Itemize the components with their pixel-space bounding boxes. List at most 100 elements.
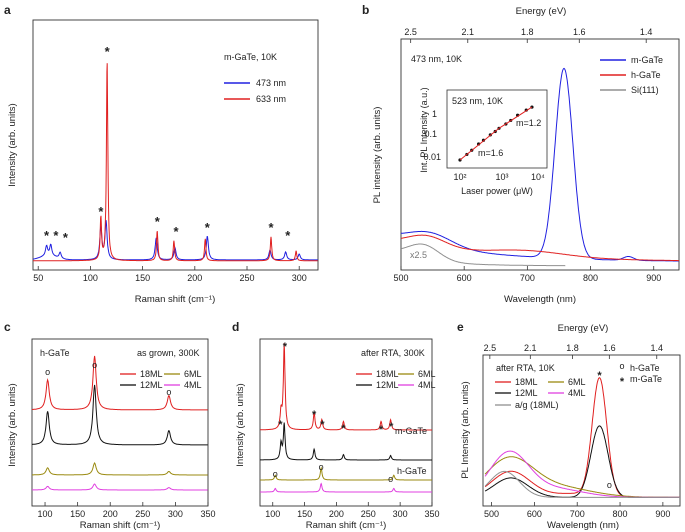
panel-b-xticks: 500 600 700 800 900 (393, 266, 661, 283)
panel-b-inset-fit-high: m=1.2 (516, 118, 541, 128)
series-c-18ML (32, 355, 208, 411)
panel-a-title: m-GaTe, 10K (224, 52, 277, 62)
h-gate-peak-circle: o (607, 480, 612, 490)
panel-a-xtick-label-100: 100 (83, 273, 98, 283)
peak-star-182: * (173, 224, 179, 239)
panel-e-title: after RTA, 10K (496, 363, 555, 373)
panel-d-xticks: 100 150 200 250 300 350 (265, 502, 440, 519)
peak-star-164: * (155, 214, 161, 229)
panel-e-xtick-label-700: 700 (570, 509, 585, 519)
series-d-6ML (260, 466, 432, 481)
m-gate-peak-star-0: * (278, 419, 283, 431)
panel-b-legend-hgate: h-GaTe (631, 70, 661, 80)
m-gate-peak-star: * (597, 370, 602, 382)
panel-e-top-ticks: 2.5 2.1 1.8 1.6 1.4 (484, 343, 663, 359)
panel-d-curve-label-mgate: m-GaTe (395, 426, 427, 436)
panel-e-toptick-label-1.4: 1.4 (650, 343, 663, 353)
panel-a-peak-stars: * * ***** * ** (44, 44, 291, 245)
peak-star-116: * (105, 44, 111, 59)
panel-e-legend-star-marker: * (620, 376, 625, 388)
panel-d-xlabel: Raman shift (cm⁻¹) (306, 520, 387, 531)
legend-label-c-6ML: 6ML (184, 369, 202, 379)
series-d-18ML (260, 343, 432, 431)
panel-c-sample: h-GaTe (40, 348, 70, 358)
legend-label-e-4: a/g (18ML) (515, 400, 559, 410)
panel-b-inset-xtick-1e4: 10⁴ (531, 172, 545, 182)
peak-star-273: * (268, 220, 274, 235)
panel-c-peak-markers: o o o (45, 360, 171, 397)
inset-fit-m1p6 (459, 127, 500, 161)
panel-b-legend-si: Si(111) (631, 85, 659, 95)
panel-a-xlabel: Raman shift (cm⁻¹) (135, 294, 216, 305)
series-e-4ML (484, 450, 680, 498)
legend-label-d-4ML: 4ML (418, 380, 436, 390)
panel-c-xtick-label-100: 100 (38, 509, 53, 519)
panel-b-ylabel: PL intensity (arb. units) (372, 107, 383, 204)
panel-b-xtick-label-900: 900 (646, 273, 661, 283)
panel-d-title: after RTA, 300K (361, 348, 425, 358)
panel-b-toptick-label-2.5: 2.5 (404, 27, 417, 37)
series-e-12ML (484, 425, 680, 498)
panel-c-frame (31, 338, 209, 507)
panel-a-xtick-label-150: 150 (135, 273, 150, 283)
peak-star-58: * (44, 228, 50, 243)
panel-a-xticks: 50 100 150 200 250 300 (33, 266, 307, 283)
panel-b-inset-xtick-1e2: 10² (453, 172, 466, 182)
panel-c-curves (32, 355, 208, 491)
panel-a-xtick-label-250: 250 (239, 273, 254, 283)
panel-c-title: as grown, 300K (137, 348, 200, 358)
panel-a-xtick-label-300: 300 (292, 273, 307, 283)
panel-d-curve-label-hgate: h-GaTe (397, 466, 427, 476)
panel-b-legend-mgate: m-GaTe (631, 55, 663, 65)
panel-b-inset-ytick-0p01: 0.01 (423, 152, 441, 162)
peak-star-212: * (205, 220, 211, 235)
panel-c-xtick-label-300: 300 (168, 509, 183, 519)
panel-b-inset-ytick-0p1: 0.1 (424, 129, 437, 139)
panel-c-xtick-label-150: 150 (70, 509, 85, 519)
series-m-gate (400, 67, 679, 262)
m-gate-peak-star-6: * (389, 421, 394, 433)
panel-b-scale-note: x2.5 (410, 250, 427, 260)
panel-e-legend-hgate: h-GaTe (630, 363, 660, 373)
panel-e-xticks: 500 600 700 800 900 (484, 502, 670, 519)
m-gate-peak-star-5: * (379, 424, 384, 436)
panel-b-inset-ytick-1: 1 (432, 109, 437, 119)
panel-e-label: e (457, 320, 464, 334)
panel-a-label: a (4, 3, 11, 17)
panel-b-inset-xtick-1e3: 10³ (495, 172, 508, 182)
m-gate-peak-star-4: * (341, 423, 346, 435)
panel-b-toptick-label-1.8: 1.8 (521, 27, 534, 37)
legend-label-e-3: 4ML (568, 388, 586, 398)
panel-c-xtick-label-250: 250 (135, 509, 150, 519)
legend-label-e-0: 18ML (515, 377, 538, 387)
panel-e-xtick-label-900: 900 (655, 509, 670, 519)
panel-a-xtick-label-50: 50 (33, 273, 43, 283)
panel-b-toptick-label-1.6: 1.6 (573, 27, 586, 37)
panel-a-xtick-label-200: 200 (187, 273, 202, 283)
legend-label-e-2: 6ML (568, 377, 586, 387)
series-e-a/g (18ML) (484, 470, 680, 498)
panel-d-xtick-label-200: 200 (329, 509, 344, 519)
panel-e-curves (484, 377, 680, 498)
m-gate-peak-star-2: * (312, 409, 317, 421)
series-c-6ML (32, 462, 208, 476)
panel-a-legend-633: 633 nm (256, 94, 286, 104)
m-gate-peak-star-3: * (320, 419, 325, 431)
panel-b-inset-plot (458, 105, 534, 162)
panel-d-ylabel: Intensity (arb. units) (235, 383, 246, 466)
h-gate-peak-circle-0: o (45, 367, 50, 377)
series-d-12ML (260, 422, 432, 461)
panel-c-ylabel: Intensity (arb. units) (7, 383, 18, 466)
legend-label-c-4ML: 4ML (184, 380, 202, 390)
series-d-4ML (260, 482, 432, 493)
panel-b-xtick-label-700: 700 (520, 273, 535, 283)
panel-e-toptick-label-2.5: 2.5 (484, 343, 497, 353)
h-gate-peak-circle-0: o (273, 469, 278, 479)
legend-label-c-12ML: 12ML (140, 380, 163, 390)
series-633nm (33, 63, 318, 262)
panel-b-xtick-label-800: 800 (583, 273, 598, 283)
panel-b-xlabel: Wavelength (nm) (504, 294, 576, 305)
series-c-4ML (32, 483, 208, 491)
